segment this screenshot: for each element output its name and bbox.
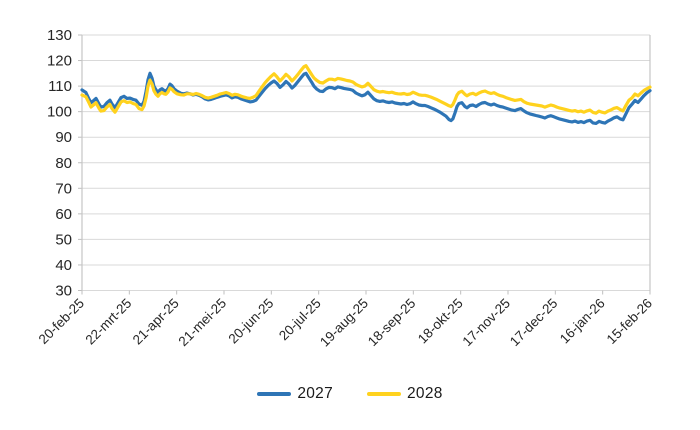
chart-legend: 2027 2028	[0, 385, 700, 403]
y-axis-tick-label: 110	[48, 78, 72, 95]
legend-label-2027: 2027	[297, 385, 333, 402]
legend-item-2028: 2028	[367, 385, 443, 403]
x-axis-tick-label: 21-apr-25	[130, 296, 182, 348]
x-axis-tick-label: 22-mrt-25	[82, 296, 134, 348]
x-axis-tick-label: 19-aug-25	[317, 296, 371, 350]
y-axis-tick-label: 100	[47, 104, 72, 121]
y-axis-tick-label: 30	[55, 283, 72, 300]
x-axis-tick-label: 20-feb-25	[36, 296, 87, 347]
x-axis-tick-label: 21-mei-25	[176, 296, 230, 350]
series-line-2028	[80, 64, 652, 115]
y-axis-tick-label: 130	[47, 27, 72, 44]
y-axis-tick-label: 50	[55, 231, 72, 248]
x-axis-tick-label: 18-okt-25	[415, 296, 466, 347]
x-axis-tick-label: 17-nov-25	[460, 296, 514, 350]
x-axis-tick-label: 16-jan-26	[557, 296, 608, 347]
x-axis-tick-label: 20-jul-25	[276, 296, 324, 344]
y-axis-tick-label: 90	[55, 129, 72, 146]
y-axis-tick-label: 40	[55, 257, 72, 274]
x-axis-tick-label: 17-dec-25	[507, 296, 561, 350]
series-line-2027	[80, 71, 652, 126]
y-axis-tick-label: 60	[55, 206, 72, 223]
legend-item-2027: 2027	[257, 385, 333, 403]
y-axis-tick-label: 80	[55, 155, 72, 172]
legend-swatch-2028-line	[367, 391, 401, 397]
x-axis-tick-label: 20-jun-25	[226, 296, 277, 347]
legend-swatch-2027-line	[257, 391, 292, 397]
legend-label-2028: 2028	[407, 385, 443, 402]
x-axis-tick-label: 15-feb-26	[604, 296, 655, 347]
y-axis-tick-label: 120	[47, 53, 72, 70]
x-axis-tick-label: 18-sep-25	[365, 296, 419, 350]
y-axis-tick-label: 70	[55, 180, 72, 197]
